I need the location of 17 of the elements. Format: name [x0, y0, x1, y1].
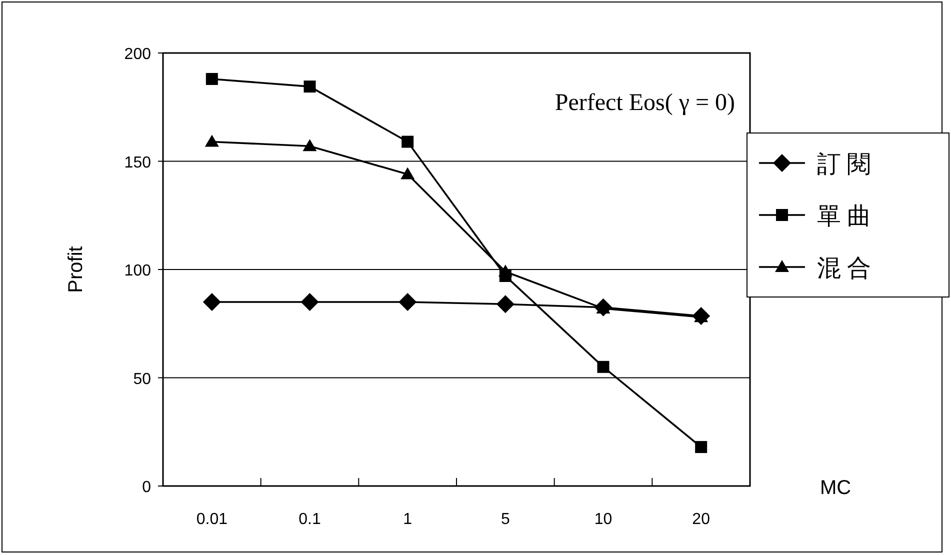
legend-label: 混合 [817, 256, 877, 282]
y-tick-label: 200 [124, 46, 152, 63]
x-tick-label: 5 [500, 511, 510, 528]
y-tick-label: 100 [124, 262, 152, 280]
legend-label: 訂閱 [817, 152, 877, 178]
y-tick-label: 150 [124, 154, 152, 172]
x-tick-label: 20 [692, 511, 710, 528]
annotation: Perfect Eos( γ = 0) [554, 90, 735, 116]
x-tick-label: 1 [403, 511, 412, 528]
x-tick-label: 0.1 [298, 511, 321, 528]
y-tick-label: 50 [133, 370, 152, 388]
y-axis-title: Profit [65, 246, 87, 293]
x-axis-title: MC [820, 477, 852, 499]
x-tick-label: 0.01 [196, 511, 228, 528]
x-tick-label: 10 [594, 511, 612, 528]
y-tick-label: 0 [142, 479, 152, 496]
legend-label: 單曲 [817, 204, 877, 230]
